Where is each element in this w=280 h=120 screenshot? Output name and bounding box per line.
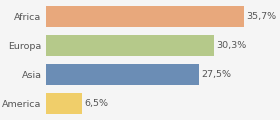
Text: 6,5%: 6,5%: [84, 99, 108, 108]
Bar: [46, 35, 214, 56]
Text: 27,5%: 27,5%: [201, 70, 231, 79]
Bar: [46, 93, 82, 114]
Bar: [46, 64, 199, 85]
Text: 30,3%: 30,3%: [216, 41, 247, 50]
Text: 35,7%: 35,7%: [246, 12, 277, 21]
Bar: [46, 6, 244, 27]
